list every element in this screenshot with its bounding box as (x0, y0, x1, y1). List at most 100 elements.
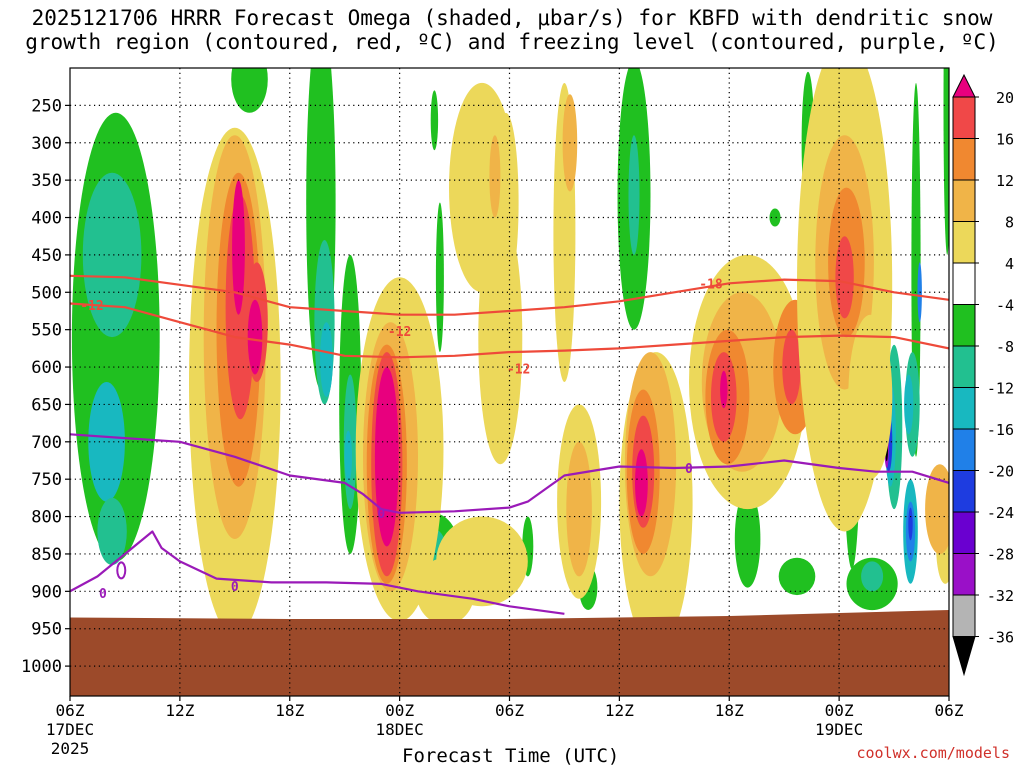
colorbar-label: 4 (1005, 255, 1014, 273)
omega-cell (489, 135, 501, 218)
omega-cell (344, 430, 352, 483)
omega-cell (97, 497, 127, 566)
dgz-label: -12 (507, 363, 530, 378)
y-tick-label: 800 (31, 508, 62, 528)
omega-cell (925, 464, 949, 554)
x-tick-label: 06Z (935, 701, 964, 720)
y-tick-label: 350 (31, 171, 62, 191)
colorbar-arrow-bottom (952, 636, 976, 677)
colorbar-label: -28 (987, 546, 1014, 564)
colorbar-segment (952, 470, 976, 513)
contour-lines: -12 -18 -12 -12 0 0 0 0 (70, 274, 949, 615)
colorbar-segment (952, 262, 976, 305)
dgz-label: -18 (699, 277, 723, 292)
y-tick-label: 600 (31, 358, 62, 378)
omega-cell (835, 236, 854, 319)
freezing-label: 0 (685, 462, 693, 477)
colorbar-segment (952, 553, 976, 596)
omega-cell (861, 561, 884, 592)
terrain-fill (70, 610, 949, 696)
omega-cell (769, 208, 781, 227)
y-tick-label: 950 (31, 620, 62, 640)
omega-cell (720, 370, 728, 409)
colorbar-label: 12 (996, 172, 1014, 190)
x-tick-date: 18DEC (376, 720, 424, 739)
omega-cell (908, 507, 913, 541)
colorbar-label: -24 (987, 504, 1014, 522)
colorbar-label: 20 (996, 89, 1014, 107)
x-tick-label: 00Z (825, 701, 854, 720)
omega-cell (904, 374, 914, 435)
colorbar-segment (952, 179, 976, 222)
omega-cell (430, 90, 439, 151)
x-tick-label: 12Z (605, 701, 634, 720)
x-axis-title: Forecast Time (UTC) (402, 745, 620, 767)
colorbar-segment (952, 428, 976, 471)
colorbar-segment (952, 96, 976, 139)
omega-cell (320, 322, 333, 397)
colorbar-label: -12 (987, 380, 1014, 398)
colorbar-arrow-top (952, 73, 976, 98)
credit-text[interactable]: coolwx.com/models (856, 744, 1010, 762)
omega-cell (247, 299, 263, 375)
omega-cell (374, 367, 399, 547)
y-tick-label: 300 (31, 134, 62, 154)
colorbar-segment (952, 304, 976, 347)
y-tick-label: 550 (31, 321, 62, 341)
colorbar-segment (952, 221, 976, 264)
y-tick-label: 850 (31, 545, 62, 565)
dgz-label: -12 (388, 325, 411, 340)
y-tick-label: 650 (31, 395, 62, 415)
y-tick-label: 450 (31, 246, 62, 266)
colorbar: 20 16 12 8 4 -4 -8 -12 -16 -20 -24 -28 -32 -36 (952, 73, 1014, 677)
dgz-contour--18 (70, 274, 949, 316)
colorbar-label: 8 (1005, 214, 1014, 232)
x-tick-label: 06Z (56, 701, 85, 720)
y-axis: 250 300 350 400 450 500 550 600 650 700 750 800 850 9… (21, 96, 70, 677)
y-tick-label: 250 (31, 96, 62, 116)
omega-cell (478, 210, 523, 465)
x-tick-label: 00Z (385, 701, 414, 720)
omega-cell (88, 382, 125, 502)
gridlines (70, 68, 949, 696)
x-tick-label: 12Z (165, 701, 194, 720)
freezing-level-contour (70, 530, 565, 615)
omega-cell (635, 449, 648, 517)
y-tick-label: 400 (31, 209, 62, 229)
omega-cell (193, 0, 252, 49)
omega-cell (82, 172, 142, 338)
x-tick-year: 2025 (51, 739, 90, 758)
omega-cell (231, 68, 268, 113)
omega-cell (943, 68, 949, 255)
colorbar-segment (952, 345, 976, 388)
colorbar-label: 16 (996, 131, 1014, 149)
colorbar-label: -16 (987, 421, 1014, 439)
colorbar-label: -36 (987, 629, 1014, 647)
freezing-level-contour (70, 433, 949, 514)
freezing-label: 0 (99, 587, 107, 602)
freezing-level-ring (116, 561, 127, 580)
x-tick-label: 18Z (275, 701, 304, 720)
x-tick-date: 17DEC (46, 720, 94, 739)
chart-title-line-1: 2025121706 HRRR Forecast Omega (shaded, … (31, 6, 993, 30)
omega-cell (566, 441, 592, 577)
y-tick-label: 1000 (21, 657, 62, 677)
dgz-label: -12 (80, 299, 103, 314)
x-tick-date: 19DEC (815, 720, 863, 739)
y-tick-label: 750 (31, 470, 62, 490)
dgz-contour--12 (70, 302, 949, 359)
omega-cell (848, 314, 893, 480)
omega-cell (628, 135, 640, 255)
colorbar-segment (952, 138, 976, 181)
y-tick-label: 700 (31, 433, 62, 453)
omega-cell (782, 329, 801, 405)
omega-cell (778, 557, 816, 596)
freezing-label: 0 (377, 507, 385, 522)
colorbar-segment (952, 387, 976, 430)
y-tick-label: 900 (31, 582, 62, 602)
colorbar-label: -8 (996, 338, 1014, 356)
colorbar-segment (952, 511, 976, 554)
y-tick-label: 500 (31, 283, 62, 303)
